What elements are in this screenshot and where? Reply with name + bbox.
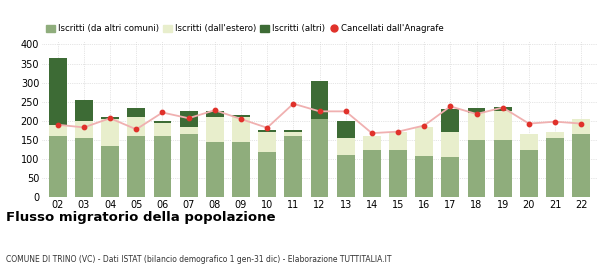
Point (341, 109, 350, 114)
Bar (49, 125, 67, 136)
Bar (363, 150, 381, 197)
Bar (127, 136, 145, 197)
Bar (467, 113, 485, 140)
Point (577, 121, 586, 126)
Bar (337, 121, 355, 138)
Bar (520, 134, 538, 150)
Bar (180, 111, 197, 127)
Bar (284, 136, 302, 197)
Bar (572, 134, 590, 197)
Bar (389, 150, 407, 197)
Bar (546, 138, 564, 197)
Bar (572, 119, 590, 134)
Bar (75, 138, 93, 197)
Point (498, 105, 508, 110)
Text: Flusso migratorio della popolazione: Flusso migratorio della popolazione (6, 211, 275, 224)
Bar (232, 142, 250, 197)
Bar (258, 132, 276, 151)
Bar (311, 119, 328, 197)
Bar (467, 108, 485, 113)
Bar (258, 130, 276, 132)
Bar (127, 108, 145, 117)
Bar (232, 115, 250, 117)
Bar (127, 117, 145, 136)
Point (524, 121, 534, 126)
Bar (75, 121, 93, 138)
Bar (389, 132, 407, 150)
Bar (232, 117, 250, 142)
Bar (494, 107, 512, 111)
Point (131, 127, 141, 132)
Text: COMUNE DI TRINO (VC) - Dati ISTAT (bilancio demografico 1 gen-31 dic) - Elaboraz: COMUNE DI TRINO (VC) - Dati ISTAT (bilan… (6, 255, 392, 264)
Bar (467, 140, 485, 197)
Point (446, 104, 455, 109)
Bar (415, 127, 433, 157)
Bar (284, 130, 302, 132)
Point (315, 109, 325, 114)
Bar (75, 100, 93, 121)
Point (419, 123, 429, 128)
Bar (101, 117, 119, 119)
Bar (206, 111, 224, 117)
Bar (494, 140, 512, 197)
Bar (546, 132, 564, 138)
Bar (154, 123, 172, 136)
Point (53, 122, 62, 127)
Point (367, 131, 377, 136)
Point (158, 110, 167, 115)
Bar (520, 150, 538, 197)
Point (236, 117, 246, 121)
Bar (442, 157, 459, 197)
Bar (284, 132, 302, 136)
Bar (154, 121, 172, 123)
Point (262, 125, 272, 130)
Point (393, 129, 403, 134)
Bar (494, 111, 512, 140)
Bar (337, 155, 355, 197)
Bar (415, 157, 433, 197)
Bar (180, 134, 197, 197)
Bar (101, 146, 119, 197)
Bar (180, 127, 197, 134)
Bar (206, 117, 224, 142)
Bar (258, 151, 276, 197)
Bar (442, 109, 459, 132)
Bar (311, 81, 328, 119)
Bar (337, 138, 355, 155)
Legend: Iscritti (da altri comuni), Iscritti (dall'estero), Iscritti (altri), Cancellati: Iscritti (da altri comuni), Iscritti (da… (46, 24, 444, 33)
Bar (154, 136, 172, 197)
Point (472, 112, 481, 116)
Point (105, 116, 115, 120)
Point (210, 108, 220, 113)
Bar (363, 136, 381, 150)
Bar (101, 119, 119, 146)
Point (550, 120, 560, 124)
Bar (49, 136, 67, 197)
Bar (442, 132, 459, 157)
Point (184, 116, 193, 120)
Bar (49, 58, 67, 125)
Point (289, 101, 298, 106)
Point (79, 125, 89, 130)
Bar (206, 142, 224, 197)
